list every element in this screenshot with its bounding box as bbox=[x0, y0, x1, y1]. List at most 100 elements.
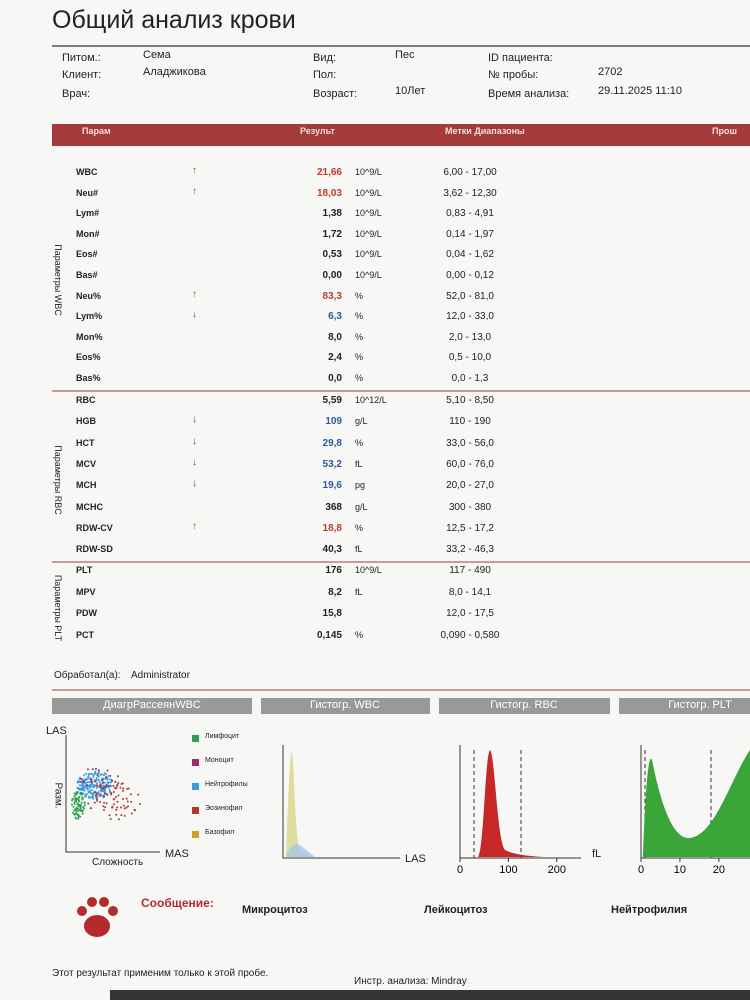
scatter-dot bbox=[104, 789, 107, 792]
scatter-dot bbox=[91, 796, 94, 799]
scatter-dot bbox=[85, 777, 88, 780]
scatter-dot bbox=[79, 780, 82, 783]
unit: pg bbox=[355, 480, 366, 491]
legend-label: Базофил bbox=[205, 829, 235, 836]
scatter-dot bbox=[82, 780, 85, 783]
group-label: Параметры PLT bbox=[53, 575, 63, 642]
scatter-dot bbox=[71, 798, 74, 801]
section-bar bbox=[261, 698, 430, 714]
scatter-dot bbox=[83, 802, 86, 805]
scatter-dot bbox=[94, 767, 97, 770]
legend-label: Эозинофил bbox=[205, 805, 243, 812]
scatter-dot bbox=[108, 788, 111, 791]
scatter-dot bbox=[96, 792, 99, 795]
scatter-dot bbox=[96, 772, 99, 775]
scatter-dot bbox=[72, 809, 75, 812]
param-name: Neu% bbox=[76, 290, 102, 301]
param-name: PDW bbox=[76, 608, 97, 619]
scatter-dot bbox=[72, 805, 75, 808]
scatter-dot bbox=[96, 798, 99, 801]
range: 33,0 - 56,0 bbox=[446, 437, 494, 449]
scatter-dot bbox=[100, 787, 103, 790]
scatter-dot bbox=[88, 784, 91, 787]
legend-swatch bbox=[192, 807, 199, 814]
scatter-dot bbox=[90, 792, 93, 795]
scatter-dot bbox=[74, 809, 77, 812]
scatter-dot bbox=[111, 779, 114, 782]
scatter-dot bbox=[125, 797, 128, 800]
flag: ↑ bbox=[192, 288, 197, 300]
info-label: Вид: bbox=[313, 52, 336, 64]
scatter-dot bbox=[82, 807, 85, 810]
unit: % bbox=[355, 630, 364, 641]
scatter-dot bbox=[90, 789, 93, 792]
info-value: Сема bbox=[143, 49, 171, 61]
scatter-dot bbox=[96, 799, 99, 802]
y-label: Разм. bbox=[52, 782, 64, 809]
scatter-dot bbox=[91, 768, 94, 771]
scatter-dot bbox=[88, 791, 91, 794]
legend-swatch bbox=[192, 759, 199, 766]
info-label: Питом.: bbox=[62, 52, 101, 64]
scatter-dot bbox=[98, 793, 101, 796]
info-label: Пол: bbox=[313, 69, 337, 81]
scatter-dot bbox=[109, 818, 112, 821]
param-name: Bas% bbox=[76, 373, 101, 383]
scatter-dot bbox=[106, 769, 109, 772]
scatter-dot bbox=[104, 806, 107, 809]
axis bbox=[282, 745, 400, 859]
plt-histogram bbox=[640, 745, 750, 859]
scatter-dot bbox=[77, 809, 80, 812]
range: 12,5 - 17,2 bbox=[446, 522, 494, 534]
result: 5,59 bbox=[322, 395, 342, 406]
result: 21,66 bbox=[316, 167, 342, 178]
message-item: Нейтрофилия bbox=[611, 904, 688, 916]
scatter-dot bbox=[120, 814, 123, 817]
scatter-dot bbox=[80, 777, 83, 780]
unit: % bbox=[355, 373, 364, 383]
scatter-dot bbox=[77, 803, 80, 806]
legend-label: Лимфоцит bbox=[205, 733, 240, 740]
processed-label: Обработал(а): bbox=[54, 670, 121, 681]
result: 83,3 bbox=[322, 290, 342, 302]
scatter-dot bbox=[103, 774, 106, 777]
scatter-dot bbox=[86, 784, 89, 787]
scatter-dot bbox=[78, 778, 81, 781]
scatter-dot bbox=[95, 777, 98, 780]
tick-label: 0 bbox=[638, 864, 644, 876]
scatter-dot bbox=[99, 793, 102, 796]
scatter-dot bbox=[91, 785, 94, 788]
unit: 10^9/L bbox=[355, 187, 382, 198]
chart-title: Гистогр. PLT bbox=[668, 699, 732, 711]
flag: ↓ bbox=[192, 309, 197, 321]
param-name: WBC bbox=[76, 167, 98, 177]
param-name: HGB bbox=[76, 416, 96, 427]
result: 19,6 bbox=[322, 480, 342, 492]
scatter-dot bbox=[112, 784, 115, 787]
result: 176 bbox=[325, 565, 342, 576]
column-header: Парам bbox=[82, 126, 111, 136]
scatter-dot bbox=[76, 781, 79, 784]
tick-label: 10 bbox=[674, 864, 686, 876]
scatter-dot bbox=[112, 791, 115, 794]
chart-title: Гистогр. RBC bbox=[490, 699, 558, 711]
scatter-dot bbox=[83, 787, 86, 790]
scatter-dot bbox=[122, 804, 125, 807]
scatter-dot bbox=[134, 809, 137, 812]
scatter-dot bbox=[111, 806, 114, 809]
scatter-dot bbox=[108, 814, 111, 817]
scatter-dot bbox=[105, 773, 108, 776]
scatter-dot bbox=[85, 793, 88, 796]
param-name: Eos# bbox=[76, 249, 98, 260]
param-name: Eos% bbox=[76, 352, 101, 363]
tick-label: 0 bbox=[457, 864, 463, 876]
scatter-dot bbox=[76, 780, 79, 783]
unit: g/L bbox=[355, 416, 368, 427]
info-value: 29.11.2025 11:10 bbox=[598, 85, 683, 97]
param-name: Mon% bbox=[76, 331, 103, 342]
scatter-dot bbox=[97, 778, 100, 781]
scatter-dot bbox=[92, 797, 95, 800]
range: 33,2 - 46,3 bbox=[446, 544, 494, 556]
range: 0,14 - 1,97 bbox=[446, 228, 494, 240]
scatter-dot bbox=[123, 807, 126, 810]
